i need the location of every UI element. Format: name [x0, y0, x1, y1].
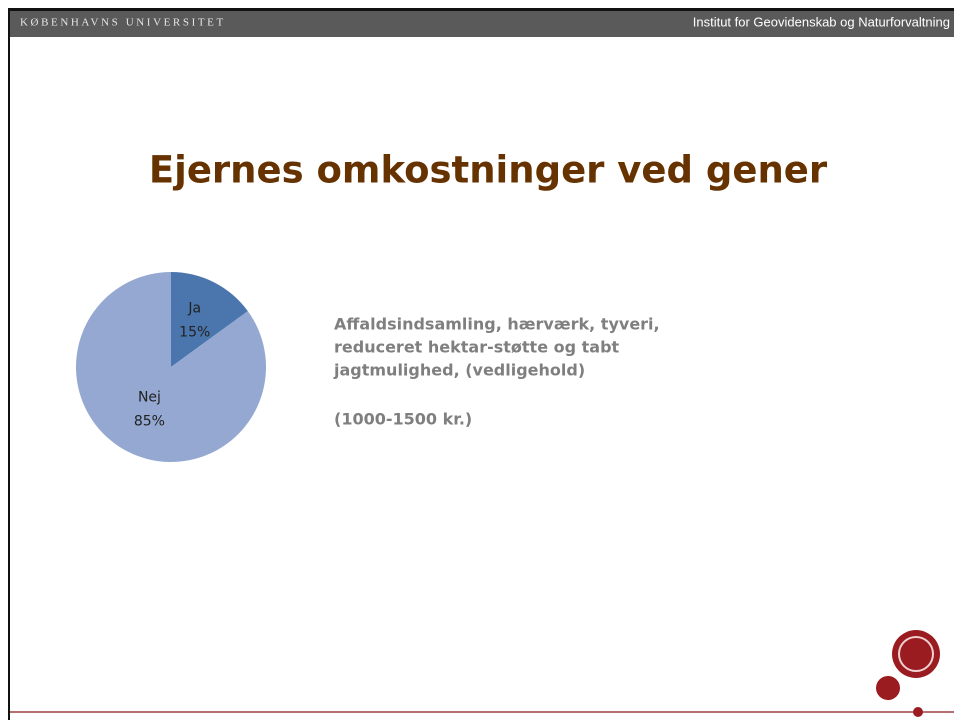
- slide-title: Ejernes omkostninger ved gener: [149, 149, 828, 192]
- slice-category: Nej: [138, 389, 161, 405]
- slice-value-label: 85%: [134, 413, 165, 429]
- logo: [876, 630, 940, 717]
- pie-slice: [171, 272, 248, 367]
- university-name: KØBENHAVNS UNIVERSITET: [20, 17, 226, 29]
- left-border: [8, 8, 10, 720]
- body-line: Affaldsindsamling, hærværk, tyveri,: [334, 315, 660, 334]
- logo-dot-small: [913, 707, 923, 717]
- logo-dot: [876, 676, 900, 700]
- slice-value-label: 15%: [179, 324, 210, 340]
- body-line: reduceret hektar-støtte og tabt: [334, 338, 620, 357]
- body-note: (1000-1500 kr.): [334, 410, 472, 429]
- institute-name: Institut for Geovidenskab og Naturforval…: [693, 14, 950, 29]
- header-top-line: [8, 8, 954, 11]
- pie-slice: [76, 272, 266, 463]
- slice-category: Ja: [187, 300, 201, 316]
- logo-ring: [898, 636, 934, 672]
- header-bar: [8, 8, 954, 37]
- body-line: jagtmulighed, (vedligehold): [333, 361, 585, 380]
